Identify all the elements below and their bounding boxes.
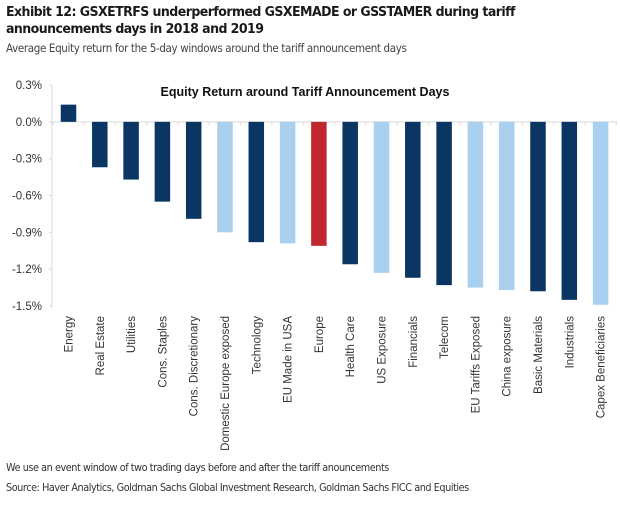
y-tick-label: 0.3% (16, 80, 42, 92)
x-tick-label: Basic Materials (533, 316, 545, 394)
x-tick-label: Financials (408, 316, 420, 368)
chart-title: Equity Return around Tariff Announcement… (161, 85, 450, 99)
x-tick-label: Health Care (345, 316, 357, 377)
exhibit-title: Exhibit 12: GSXETRFS underperformed GSXE… (6, 4, 516, 37)
bar-financials (405, 121, 421, 278)
bar-utilities (123, 121, 139, 180)
x-tick-label: EU Made in USA (283, 316, 295, 403)
bar-us-exposure (373, 121, 390, 273)
x-tick-label: Utilities (126, 316, 138, 353)
bar-china-exposure (498, 121, 515, 291)
y-tick-label: -0.3% (12, 154, 42, 166)
bar-technology (248, 121, 265, 243)
x-tick-label: EU Tariffs Exposed (470, 316, 482, 413)
y-axis: 0.3% 0.0% -0.3% -0.6% -0.9% -1.2% -1.5% (12, 80, 53, 313)
x-tick-label: Real Estate (95, 316, 107, 375)
x-tick-label: US Exposure (377, 316, 389, 384)
x-tick-label: Europe (314, 316, 326, 353)
y-tick-label: -1.5% (12, 301, 42, 313)
bar-basic-materials (530, 121, 546, 292)
x-tick-label: Telecom (439, 316, 451, 359)
y-tick-label: -1.2% (12, 264, 42, 276)
exhibit-subtitle: Average Equity return for the 5-day wind… (6, 41, 407, 55)
x-tick-label: Energy (64, 316, 76, 353)
bar-energy (60, 104, 77, 122)
bar-cons-staples (154, 121, 171, 202)
source-note: Source: Haver Analytics, Goldman Sachs G… (6, 481, 469, 494)
bar-industrials (561, 121, 578, 300)
x-tick-label: Cons. Staples (157, 316, 169, 388)
y-tick-label: 0.0% (16, 117, 42, 129)
x-tick-label: Cons. Discretionary (189, 316, 201, 417)
bars (60, 104, 609, 305)
bar-real-estate (92, 121, 108, 168)
bar-domestic-europe-exposed (217, 121, 233, 233)
x-tick-label: Capex Beneficiaries (596, 316, 608, 419)
zero-axis-line (52, 121, 617, 125)
bar-cons-discretionary (185, 121, 202, 219)
bar-europe (311, 121, 327, 246)
bar-eu-tariffs-exposed (467, 121, 484, 288)
x-tick-label: Domestic Europe exposed (220, 316, 232, 451)
footnote: We use an event window of two trading da… (6, 461, 389, 474)
y-tick-label: -0.9% (12, 227, 42, 239)
bar-eu-made-in-usa (279, 121, 296, 244)
x-axis-labels: Energy Real Estate Utilities Cons. Staples C… (64, 316, 608, 451)
bar-telecom (436, 121, 452, 286)
bar-health-care (342, 121, 358, 265)
x-tick-label: Technology (251, 316, 263, 374)
x-tick-label: China exposure (502, 316, 514, 397)
bar-capex-beneficiaries (592, 121, 609, 305)
y-tick-label: -0.6% (12, 191, 42, 203)
x-tick-label: Industrials (564, 316, 576, 369)
